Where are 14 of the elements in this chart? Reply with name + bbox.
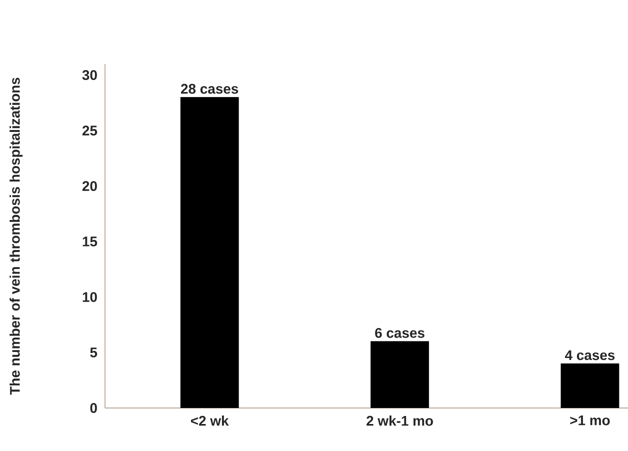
x-tick-label: >1 mo	[570, 416, 610, 426]
y-tick-label: 25	[82, 126, 98, 136]
y-tick-label: 30	[82, 70, 97, 80]
data-label: 4 cases	[564, 350, 615, 360]
data-label: 28 cases	[181, 84, 238, 94]
x-tick-label: 2 wk-1 mo	[366, 416, 433, 426]
y-tick-label: 15	[82, 236, 98, 246]
y-tick-label: 20	[82, 181, 97, 192]
data-label: 6 cases	[375, 328, 424, 338]
x-tick-label: <2 wk	[190, 416, 229, 426]
y-tick-label: 5	[90, 348, 98, 358]
y-axis-title: The number of vein thrombosis hospitalizations	[10, 78, 23, 395]
y-tick-label: 10	[82, 292, 97, 302]
y-tick-label: 0	[90, 403, 97, 413]
